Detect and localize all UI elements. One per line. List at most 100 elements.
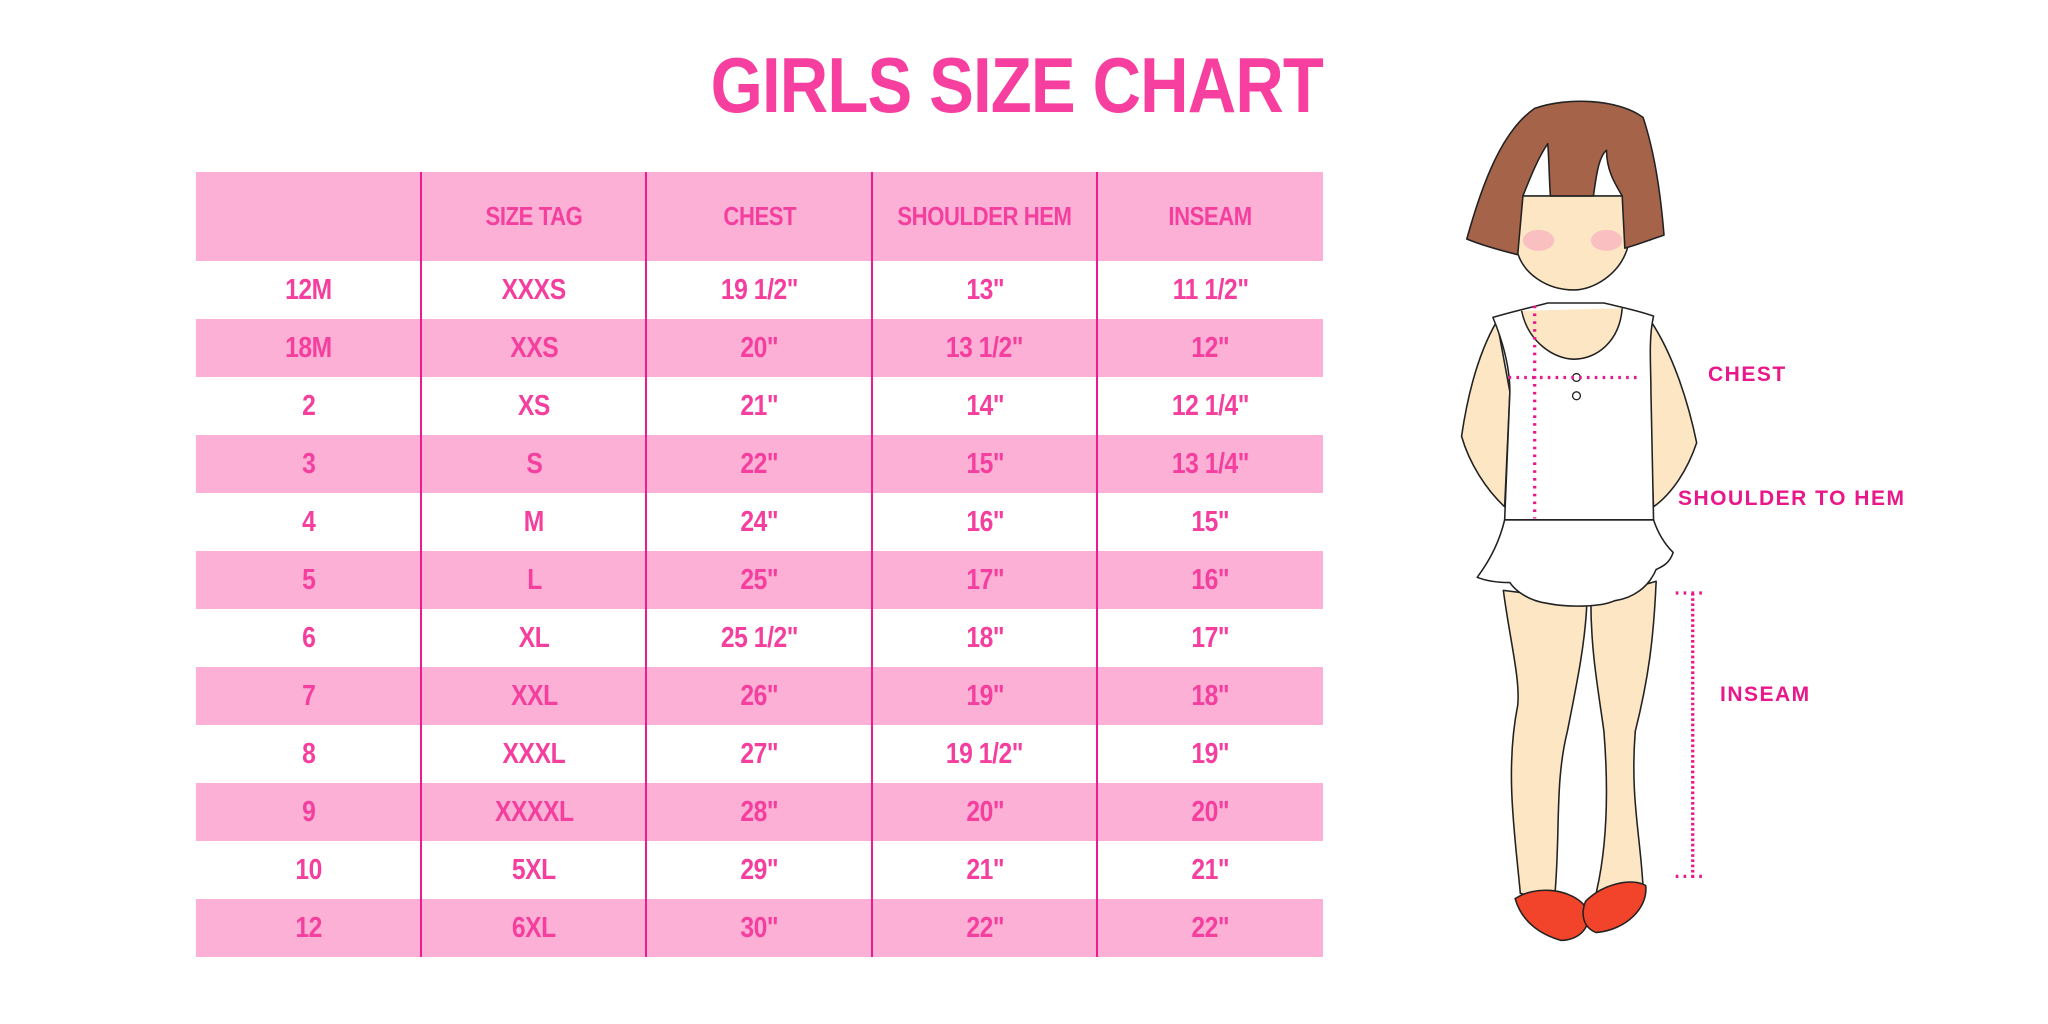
cell-value: 24" [740,505,779,538]
cell-value: S [526,447,543,480]
cell-value: 13" [965,273,1004,306]
cell-chest: 21" [647,377,872,435]
cell-age: 9 [196,783,421,841]
cell-size-tag: XS [421,377,646,435]
cell-age: 12 [196,899,421,957]
right-arm [1647,320,1698,508]
cell-inseam: 20" [1098,783,1323,841]
cell-chest: 24" [647,493,872,551]
inseam-label: INSEAM [1720,683,1811,706]
cell-age: 4 [196,493,421,551]
header-label: CHEST [723,201,796,231]
cell-shoulder-hem: 17" [872,551,1097,609]
cell-value: 9 [302,795,316,828]
table-row: 6 XL 25 1/2" 18" 17" [196,609,1323,667]
skirt [1476,519,1674,607]
cell-age: 18M [196,319,421,377]
table-row: 10 5XL 29" 21" 21" [196,841,1323,899]
cell-shoulder-hem: 13 1/2" [872,319,1097,377]
cell-value: 15" [1191,505,1230,538]
face [1515,195,1629,291]
cell-size-tag: XXS [421,319,646,377]
table-row: 9 XXXXL 28" 20" 20" [196,783,1323,841]
cell-value: M [524,505,545,538]
cell-inseam: 12" [1098,319,1323,377]
cell-chest: 22" [647,435,872,493]
cell-value: 21" [965,853,1004,886]
cell-inseam: 16" [1098,551,1323,609]
cell-size-tag: XXXS [421,261,646,319]
cell-value: 18" [965,621,1004,654]
left-arm [1460,320,1511,508]
cell-value: 6XL [512,911,557,944]
cell-size-tag: XXL [421,667,646,725]
cell-value: XS [518,389,551,422]
cell-shoulder-hem: 19" [872,667,1097,725]
cell-size-tag: 6XL [421,899,646,957]
cell-value: XXS [510,331,559,364]
cell-age: 8 [196,725,421,783]
cell-value: 15" [965,447,1004,480]
column-divider [420,172,422,957]
header-label: INSEAM [1168,201,1253,231]
column-divider [871,172,873,957]
shirt [1492,302,1655,521]
cell-value: 12M [285,273,333,306]
cell-value: XXXXL [494,795,574,828]
cell-size-tag: XXXL [421,725,646,783]
cell-inseam: 19" [1098,725,1323,783]
cell-chest: 19 1/2" [647,261,872,319]
cell-value: 13 1/4" [1171,447,1250,480]
cell-age: 7 [196,667,421,725]
cell-value: 6 [302,621,316,654]
cell-value: 18M [285,331,333,364]
header-label: SIZE TAG [485,201,583,231]
chest-label: CHEST [1708,363,1787,386]
table-row: 12 6XL 30" 22" 22" [196,899,1323,957]
cell-value: 20" [740,331,779,364]
cell-inseam: 11 1/2" [1098,261,1323,319]
table-row: 12M XXXS 19 1/2" 13" 11 1/2" [196,261,1323,319]
cell-value: 22" [965,911,1004,944]
cell-size-tag: XL [421,609,646,667]
cell-value: 19 1/2" [946,737,1024,770]
right-cheek [1590,229,1623,251]
cell-value: 11 1/2" [1172,273,1249,306]
cell-value: 20" [965,795,1004,828]
table-row: 2 XS 21" 14" 12 1/4" [196,377,1323,435]
table-row: 4 M 24" 16" 15" [196,493,1323,551]
left-cheek [1522,229,1555,251]
left-shoe [1514,889,1589,942]
size-chart-table: SIZE TAG CHEST SHOULDER HEM INSEAM 12M XXXS 19… [196,172,1323,957]
cell-value: 4 [302,505,316,538]
cell-inseam: 17" [1098,609,1323,667]
cell-value: L [526,563,542,596]
column-divider [1096,172,1098,957]
cell-shoulder-hem: 18" [872,609,1097,667]
cell-value: 2 [302,389,316,422]
cell-shoulder-hem: 14" [872,377,1097,435]
cell-value: 19" [1191,737,1230,770]
cell-value: 17" [965,563,1004,596]
cell-value: 17" [1191,621,1230,654]
table-row: 3 S 22" 15" 13 1/4" [196,435,1323,493]
cell-inseam: 15" [1098,493,1323,551]
cell-value: 30" [740,911,779,944]
cell-age: 10 [196,841,421,899]
cell-value: 12 [295,911,322,944]
cell-value: 25" [740,563,779,596]
cell-value: 19 1/2" [720,273,799,306]
cell-inseam: 12 1/4" [1098,377,1323,435]
hair [1465,100,1665,256]
cell-value: XL [518,621,550,654]
cell-shoulder-hem: 16" [872,493,1097,551]
cell-value: XXL [510,679,558,712]
cell-shoulder-hem: 20" [872,783,1097,841]
cell-value: 29" [740,853,779,886]
cell-chest: 20" [647,319,872,377]
cell-value: XXXS [502,273,567,306]
button-icon [1571,391,1582,401]
cell-value: 5XL [512,853,557,886]
cell-value: 28" [740,795,779,828]
cell-chest: 25 1/2" [647,609,872,667]
